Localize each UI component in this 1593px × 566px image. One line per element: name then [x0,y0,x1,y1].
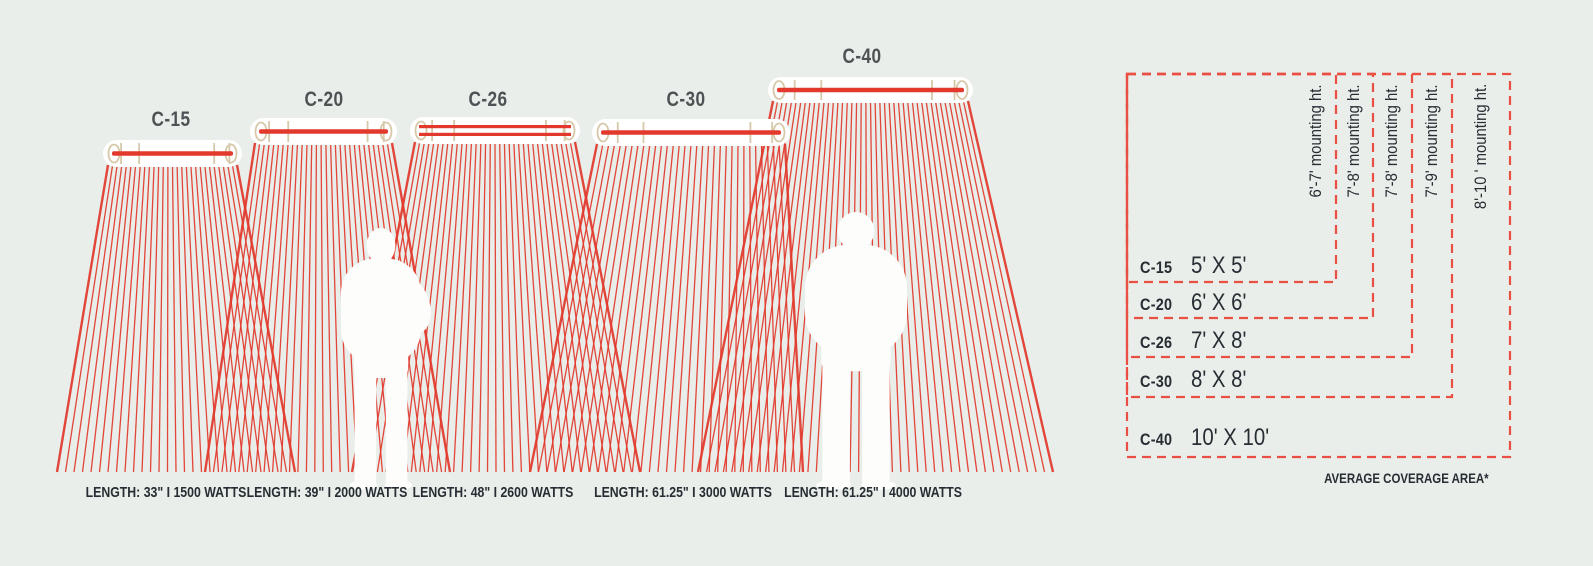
coverage-footnote: AVERAGE COVERAGE AREA* [1324,470,1489,486]
coverage-row-c40: C-40 10' X 10' [1140,424,1270,451]
heater-unit-c-26 [410,117,580,144]
mounting-label-c20: 7'-8' mounting ht. [1345,84,1363,197]
coverage-box-c-30 [1125,72,1454,399]
mounting-label-c26: 7'-8' mounting ht. [1383,84,1401,197]
coverage-box-c-40 [1125,72,1512,459]
coverage-row-c15: C-15 5' X 5' [1140,252,1247,279]
person-silhouette-small [341,227,431,490]
heater-label-c40: C-40 [842,45,882,68]
heater-unit-c-30 [592,119,790,146]
heater-unit-c-40 [768,77,973,103]
spec-c20: LENGTH: 39" I 2000 WATTS [246,484,408,501]
heater-unit-c-15 [103,140,242,167]
heater-unit-c-20 [250,118,397,145]
heater-label-c26: C-26 [468,88,508,111]
heat-fan-c-30 [528,143,805,473]
heat-fan-c-15 [55,164,297,473]
coverage-row-c30: C-30 8' X 8' [1140,366,1247,393]
spec-c26: LENGTH: 48" I 2600 WATTS [412,484,574,501]
coverage-box-c-15 [1125,72,1338,284]
coverage-row-c20: C-20 6' X 6' [1140,289,1247,316]
person-silhouette-large [805,211,907,490]
spec-c40: LENGTH: 61.25" I 4000 WATTS [784,484,962,501]
mounting-label-c30: 7'-9' mounting ht. [1423,84,1441,197]
coverage-row-c26: C-26 7' X 8' [1140,327,1247,354]
mounting-label-c15: 6'-7' mounting ht. [1307,84,1325,197]
heater-label-c30: C-30 [666,88,706,111]
heater-label-c15: C-15 [151,108,191,131]
heater-label-c20: C-20 [304,88,344,111]
spec-c30: LENGTH: 61.25" I 3000 WATTS [594,484,772,501]
spec-c15: LENGTH: 33" I 1500 WATTS [85,484,247,501]
mounting-label-c40: 8'-10 ' mounting ht. [1472,84,1490,210]
